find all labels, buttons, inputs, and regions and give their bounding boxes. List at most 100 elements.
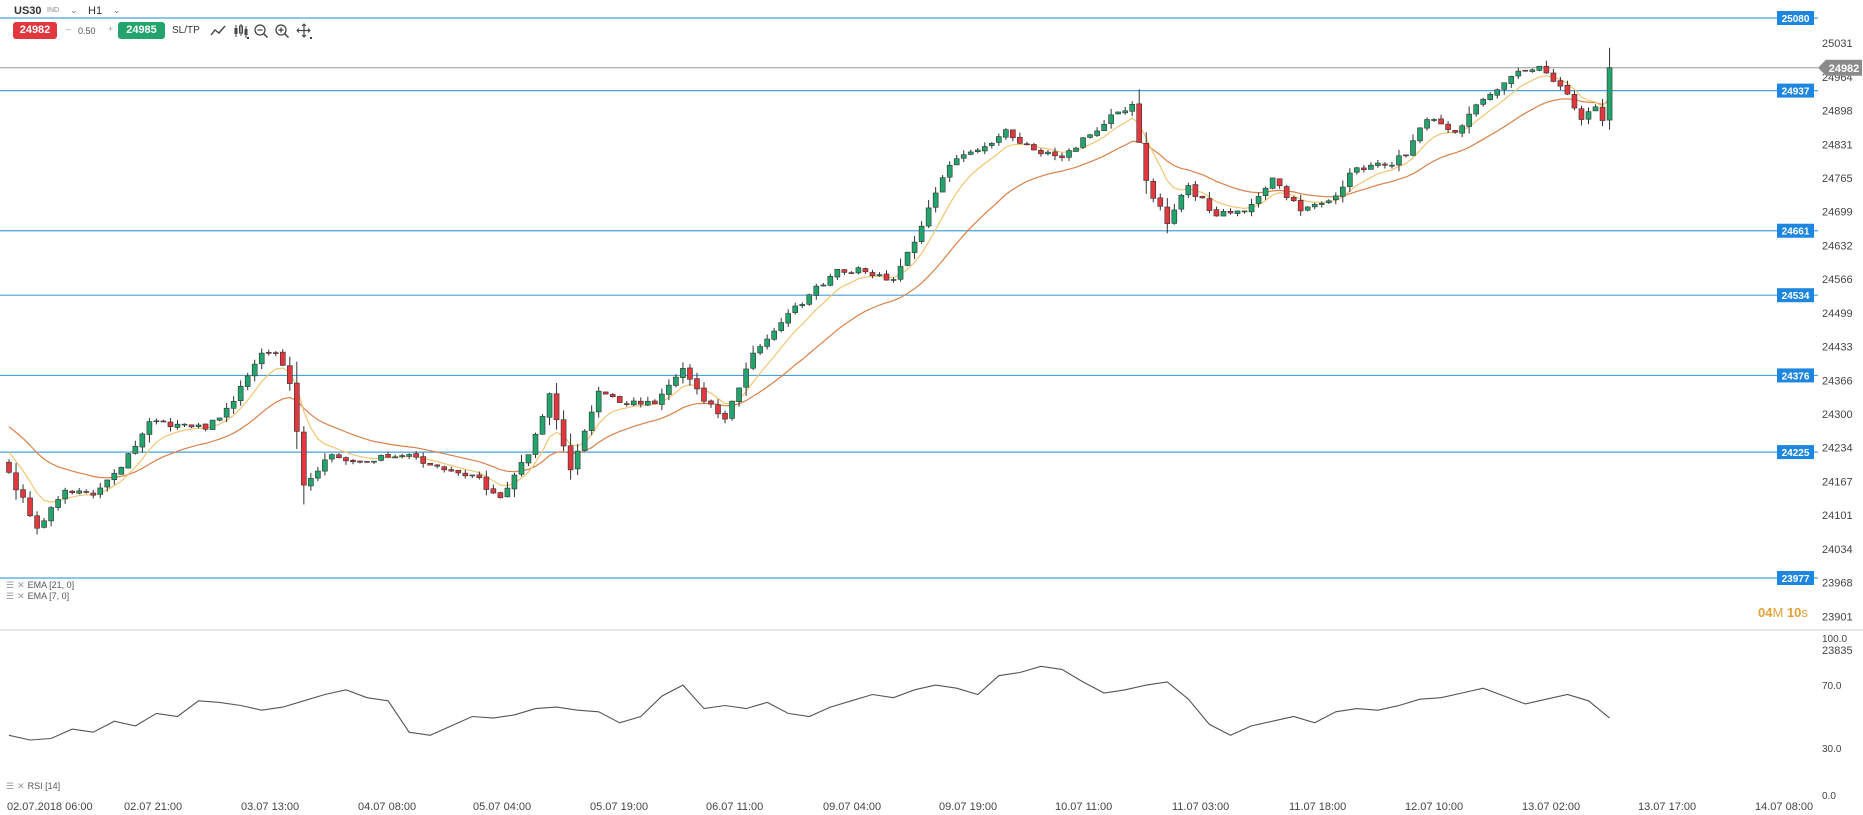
x-tick-label: 09.07 04:00 <box>823 801 881 813</box>
candle <box>1515 67 1522 79</box>
sell-button[interactable]: 24982 <box>13 22 57 39</box>
close-icon[interactable]: ✕ <box>17 591 25 601</box>
candle-body <box>1269 177 1276 189</box>
candle <box>1571 90 1578 111</box>
candle <box>1592 104 1599 112</box>
candle <box>1052 147 1058 161</box>
candle-body <box>244 375 251 387</box>
close-icon[interactable]: ✕ <box>17 580 25 590</box>
candle-body <box>694 378 700 390</box>
timeframe-dropdown-icon[interactable]: ⌄ <box>113 5 121 15</box>
rsi-tick-label: 0.0 <box>1822 791 1836 802</box>
candle <box>511 472 518 498</box>
candle-body <box>1536 65 1543 71</box>
level-tag-label: 23977 <box>1782 574 1810 585</box>
candle <box>1311 202 1318 210</box>
candle-body <box>841 269 848 273</box>
candle-body <box>371 460 377 463</box>
candle <box>497 491 504 499</box>
candle-body <box>490 488 497 494</box>
candle <box>771 327 777 341</box>
candle-body <box>659 393 665 405</box>
zoom-out-icon[interactable] <box>253 23 269 39</box>
line-chart-icon[interactable] <box>210 23 226 39</box>
symbol-name[interactable]: US30 <box>14 5 42 17</box>
candle <box>855 266 862 275</box>
candle-body <box>974 149 981 152</box>
timeframe-selector[interactable]: H1 <box>88 5 103 17</box>
qty-plus-button[interactable]: + <box>108 24 114 34</box>
candle <box>1192 181 1199 201</box>
candle-body <box>1438 118 1444 125</box>
rsi-line <box>8 665 1610 741</box>
candle-body <box>1361 167 1367 171</box>
candle <box>1325 199 1332 204</box>
candle-body <box>876 274 883 277</box>
candle <box>645 396 651 407</box>
candle <box>785 309 792 327</box>
candle-body <box>1571 94 1578 109</box>
drag-handle-icon[interactable]: ☰ <box>6 591 15 601</box>
candle-body <box>1487 93 1494 100</box>
candle-body <box>1304 206 1311 211</box>
candle-body <box>855 267 862 274</box>
candle-body <box>1094 130 1100 136</box>
ema7-indicator-label[interactable]: ☰ ✕ EMA [7, 0] <box>6 591 70 601</box>
sltp-button[interactable]: SL/TP <box>172 25 200 36</box>
candle-body <box>216 417 223 421</box>
candle <box>595 386 602 418</box>
level-tag <box>1777 368 1814 383</box>
candle-body <box>1599 106 1606 121</box>
quantity-stepper[interactable]: – 0.50 + <box>62 22 116 39</box>
candle-body <box>1424 119 1430 129</box>
candle-body <box>1010 129 1016 139</box>
candle <box>827 273 834 287</box>
candle-body <box>48 507 54 522</box>
ema-7-line <box>8 75 1611 503</box>
candle <box>364 461 370 463</box>
candle <box>883 270 890 281</box>
drag-handle-icon[interactable]: ☰ <box>6 781 15 791</box>
drag-handle-icon[interactable]: ☰ <box>6 580 15 590</box>
candle-body <box>1417 127 1423 142</box>
candle <box>188 424 195 428</box>
candle <box>778 317 785 333</box>
candle <box>1332 192 1339 205</box>
candle <box>792 302 799 315</box>
crosshair-icon[interactable] <box>296 23 312 39</box>
candle <box>1564 80 1571 96</box>
quantity-value[interactable]: 0.50 <box>78 26 96 36</box>
candle <box>1368 162 1374 170</box>
close-icon[interactable]: ✕ <box>17 781 25 791</box>
symbol-dropdown-icon[interactable]: ⌄ <box>70 5 78 15</box>
ema21-indicator-label[interactable]: ☰ ✕ EMA [21, 0] <box>6 580 75 590</box>
candle-body <box>532 433 539 455</box>
candle <box>62 487 68 504</box>
candle <box>308 472 314 491</box>
candle-body <box>497 492 504 499</box>
candle-body <box>441 466 448 471</box>
buy-button[interactable]: 24985 <box>118 22 165 39</box>
candle <box>1466 106 1472 134</box>
candle-body <box>1059 155 1065 158</box>
candles-icon[interactable] <box>233 23 249 39</box>
candle <box>673 374 679 388</box>
y-tick-label: 24034 <box>1822 544 1853 556</box>
candle <box>701 382 707 404</box>
candle-body <box>1508 76 1515 84</box>
candle-body <box>1192 184 1199 197</box>
rsi-indicator-label[interactable]: ☰ ✕ RSI [14] <box>6 781 61 791</box>
candle <box>1375 159 1381 168</box>
candle-body <box>932 192 939 208</box>
candle <box>48 506 54 527</box>
qty-minus-button[interactable]: – <box>66 24 72 34</box>
candle-body <box>525 454 532 464</box>
candle <box>1143 132 1150 194</box>
x-tick-label: 06.07 11:00 <box>706 801 763 813</box>
candle-body <box>364 461 370 463</box>
candle <box>322 453 328 476</box>
candle-body <box>427 462 434 466</box>
current-price-label: 24982 <box>1829 63 1860 75</box>
candle <box>518 454 525 477</box>
zoom-in-icon[interactable] <box>274 23 290 39</box>
